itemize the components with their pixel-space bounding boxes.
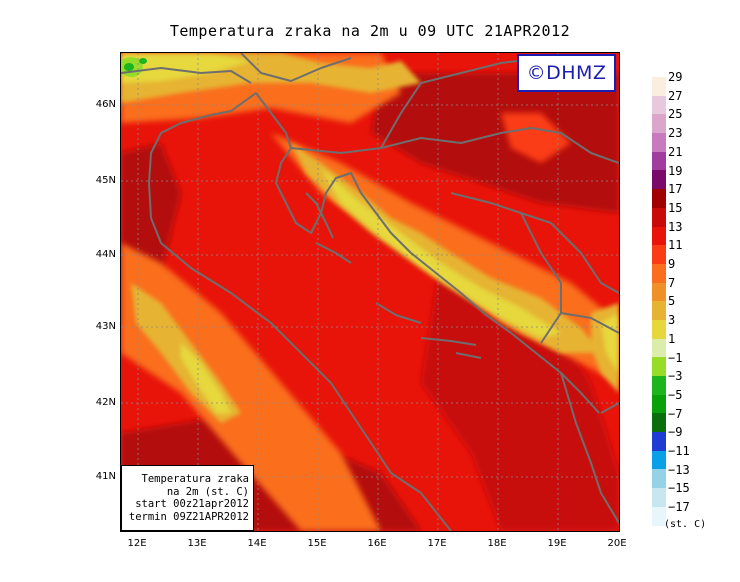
legend-label: −3 [668,369,683,384]
legend-label: 17 [668,182,683,197]
legend-label: 19 [668,163,683,178]
dhmz-logo: ©DHMZ [517,54,616,92]
legend-swatch [652,245,666,264]
coastlines-borders [121,53,619,531]
legend-label: 13 [668,219,683,234]
lon-label-15e: 15E [307,538,327,549]
legend-label: 11 [668,238,683,253]
temperature-map [120,52,620,532]
legend-swatch [652,301,666,320]
lon-label-18e: 18E [487,538,507,549]
legend-swatch [652,357,666,376]
lat-label-45n: 45N [95,175,116,186]
info-line-3: start 00z21apr2012 [135,498,249,510]
lon-label-20e: 20E [607,538,627,549]
legend-swatch [652,77,666,96]
lat-label-43n: 43N [95,321,116,332]
legend-label: 29 [668,70,683,84]
legend-swatch [652,95,666,115]
legend-label: 7 [668,275,676,290]
legend-label: 9 [668,257,676,271]
legend-swatch [652,432,666,451]
legend-swatch [652,282,666,302]
lon-label-19e: 19E [547,538,567,549]
legend-swatch [652,488,666,507]
lat-lon-grid [121,53,619,531]
temperature-field [121,53,619,531]
legend-label: −17 [668,500,690,515]
legend-swatch [652,226,666,246]
legend-label: 5 [668,294,676,309]
lon-label-13e: 13E [187,538,207,549]
legend-swatch [652,338,666,358]
lat-label-46n: 46N [95,99,116,110]
info-line-2: na 2m (st. C) [166,485,249,498]
legend-swatch [652,151,666,171]
legend-label: −9 [668,425,683,440]
legend-label: −7 [668,406,683,421]
lon-label-17e: 17E [427,538,447,549]
legend-swatch [652,413,666,433]
legend-label: 15 [668,200,683,215]
legend-label: 1 [668,331,676,346]
legend-swatch [652,263,666,283]
lon-label-16e: 16E [367,538,387,549]
legend-label: 3 [668,313,676,328]
legend-swatch [652,114,666,134]
legend-swatch [652,207,666,227]
legend-label: −11 [668,444,690,458]
legend-swatch [652,506,666,526]
info-line-1: Temperatura zraka [141,473,249,485]
lon-label-12e: 12E [127,538,147,549]
legend-label: −5 [668,387,683,402]
legend-swatch [652,376,666,395]
info-box: Temperatura zraka na 2m (st. C) start 00… [121,465,254,531]
info-line-4: termin 09Z21APR2012 [128,510,249,523]
lat-label-44n: 44N [95,249,116,260]
legend-swatch [652,450,666,470]
legend-swatch [652,469,666,489]
legend-swatch [652,394,666,414]
cool-mountain-zones [121,53,619,423]
legend-label: −1 [668,350,683,365]
legend-label: 25 [668,107,683,122]
legend-label: −13 [668,462,690,477]
legend-swatch [652,189,666,208]
legend-label: 21 [668,144,683,159]
color-legend [652,77,666,526]
map-title: Temperatura zraka na 2m u 09 UTC 21APR20… [169,22,571,40]
legend-swatch [652,133,666,152]
legend-label: 23 [668,126,683,141]
legend-swatch [652,319,666,339]
legend-unit: (st. C) [664,519,707,530]
lat-label-42n: 42N [95,397,116,408]
legend-swatch [652,170,666,190]
legend-label: 27 [668,88,683,103]
lon-label-14e: 14E [247,538,267,549]
lat-label-41n: 41N [95,471,116,482]
legend-label: −15 [668,481,690,496]
